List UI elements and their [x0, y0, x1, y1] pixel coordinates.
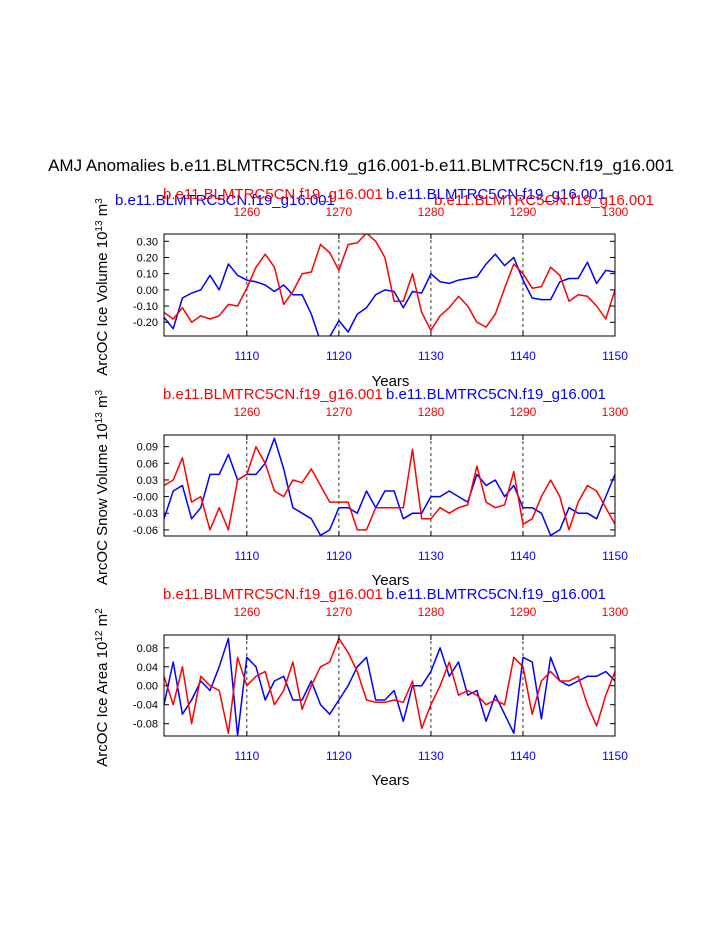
bottom-xtick-label: 1110 — [234, 749, 259, 763]
top-xtick-label: 1280 — [418, 205, 445, 219]
ytick-label: -0.20 — [133, 317, 158, 329]
top-xtick-label: 1290 — [510, 605, 537, 619]
legend-blue-left: b.e11.BLMTRC5CN.f19_g16.001 — [115, 192, 335, 209]
y-axis-label-part: m — [94, 614, 111, 631]
blue-series-line — [164, 253, 615, 336]
chart-title: AMJ Anomalies b.e11.BLMTRC5CN.f19_g16.00… — [48, 156, 674, 175]
y-axis-label-exponent: 12 — [94, 630, 105, 642]
ytick-label: -0.10 — [133, 301, 158, 313]
plot-frame — [163, 233, 616, 337]
ytick-label: 0.20 — [137, 252, 158, 264]
ytick-label: 0.00 — [137, 285, 158, 297]
y-axis-label-exponent: 13 — [94, 412, 105, 424]
top-xtick-label: 1270 — [326, 605, 353, 619]
bottom-xtick-label: 1150 — [602, 349, 628, 363]
ytick-label: 0.00 — [137, 681, 158, 693]
y-axis-label-part: ArcOC Snow Volume 10 — [94, 423, 111, 585]
x-axis-label: Years — [372, 772, 410, 789]
legend-red-left: b.e11.BLMTRC5CN.f19_g16.001 — [163, 386, 383, 403]
bottom-xtick-label: 1140 — [510, 349, 536, 363]
top-xtick-label: 1300 — [602, 205, 629, 219]
ytick-label: 0.09 — [137, 442, 158, 454]
bottom-xtick-label: 1140 — [510, 549, 536, 563]
y-axis-label-exponent: 2 — [94, 608, 105, 614]
y-axis-label: ArcOC Snow Volume 1013 m3 — [94, 390, 112, 586]
top-xtick-label: 1280 — [418, 605, 445, 619]
bottom-xtick-label: 1110 — [234, 349, 259, 363]
panel-1: 0.30 0.20 0.10 0.00 -0.10 -0.20 1110 1120 1130 11… — [94, 186, 654, 390]
legend-red-left: b.e11.BLMTRC5CN.f19_g16.001 — [163, 186, 383, 203]
legend-red-right: b.e11.BLMTRC5CN.f19_g16.001 — [434, 192, 654, 209]
legend-blue-mid: b.e11.BLMTRC5CN.f19_g16.001 — [386, 186, 606, 203]
plot-frame — [163, 434, 616, 537]
x-axis-label: Years — [372, 373, 410, 390]
red-series-line — [164, 445, 615, 531]
top-xtick-label: 1260 — [233, 405, 260, 419]
bottom-xtick-label: 1130 — [418, 349, 444, 363]
top-xtick-label: 1290 — [510, 205, 537, 219]
top-xtick-label: 1280 — [418, 405, 445, 419]
y-axis-label-part: ArcOC Ice Area 10 — [94, 642, 111, 767]
top-xtick-label: 1260 — [233, 205, 260, 219]
ytick-label: 0.10 — [137, 269, 158, 281]
y-axis-label: ArcOC Ice Volume 1013 m3 — [94, 198, 112, 376]
bottom-xtick-label: 1140 — [510, 749, 536, 763]
panel-2: 0.09 0.06 0.03 -0.00 -0.03 -0.06 1110 1120 1130 1… — [94, 386, 629, 589]
red-series-line — [164, 637, 615, 734]
ytick-label: 0.04 — [137, 662, 158, 674]
ytick-label: 0.08 — [137, 643, 158, 655]
legend-blue-mid: b.e11.BLMTRC5CN.f19_g16.001 — [386, 386, 606, 403]
bottom-xtick-label: 1110 — [234, 549, 259, 563]
y-axis-label-exponent: 3 — [94, 198, 105, 204]
bottom-xtick-label: 1130 — [418, 749, 444, 763]
bottom-xtick-label: 1150 — [602, 749, 628, 763]
legend-red-left: b.e11.BLMTRC5CN.f19_g16.001 — [163, 586, 383, 603]
top-xtick-label: 1300 — [602, 405, 629, 419]
y-axis-label-exponent: 13 — [94, 220, 105, 232]
ytick-label: -0.00 — [133, 492, 158, 504]
bottom-xtick-label: 1120 — [326, 349, 352, 363]
x-axis-label: Years — [372, 572, 410, 589]
ytick-label: -0.06 — [133, 525, 158, 537]
bottom-xtick-label: 1150 — [602, 549, 628, 563]
y-axis-label-exponent: 3 — [94, 390, 105, 396]
top-xtick-label: 1270 — [326, 205, 353, 219]
bottom-xtick-label: 1120 — [326, 549, 352, 563]
top-xtick-label: 1290 — [510, 405, 537, 419]
y-axis-label: ArcOC Ice Area 1012 m2 — [94, 608, 112, 767]
ytick-label: 0.30 — [137, 236, 158, 248]
ytick-label: -0.04 — [133, 700, 158, 712]
top-xtick-label: 1260 — [233, 605, 260, 619]
red-series-line — [164, 234, 615, 332]
blue-series-line — [164, 637, 615, 736]
ytick-label: 0.03 — [137, 475, 158, 487]
ytick-label: -0.08 — [133, 719, 158, 731]
panel-3: 0.08 0.04 0.00 -0.04 -0.08 1110 1120 1130 1140 11… — [94, 586, 629, 789]
y-axis-label-part: m — [94, 396, 111, 413]
bottom-xtick-label: 1120 — [326, 749, 352, 763]
ytick-label: 0.06 — [137, 458, 158, 470]
legend-blue-mid: b.e11.BLMTRC5CN.f19_g16.001 — [386, 586, 606, 603]
bottom-xtick-label: 1130 — [418, 549, 444, 563]
ytick-label: -0.03 — [133, 508, 158, 520]
top-xtick-label: 1270 — [326, 405, 353, 419]
y-axis-label-part: ArcOC Ice Volume 10 — [94, 232, 111, 376]
top-xtick-label: 1300 — [602, 605, 629, 619]
plot-frame — [163, 634, 616, 737]
y-axis-label-part: m — [94, 204, 111, 221]
